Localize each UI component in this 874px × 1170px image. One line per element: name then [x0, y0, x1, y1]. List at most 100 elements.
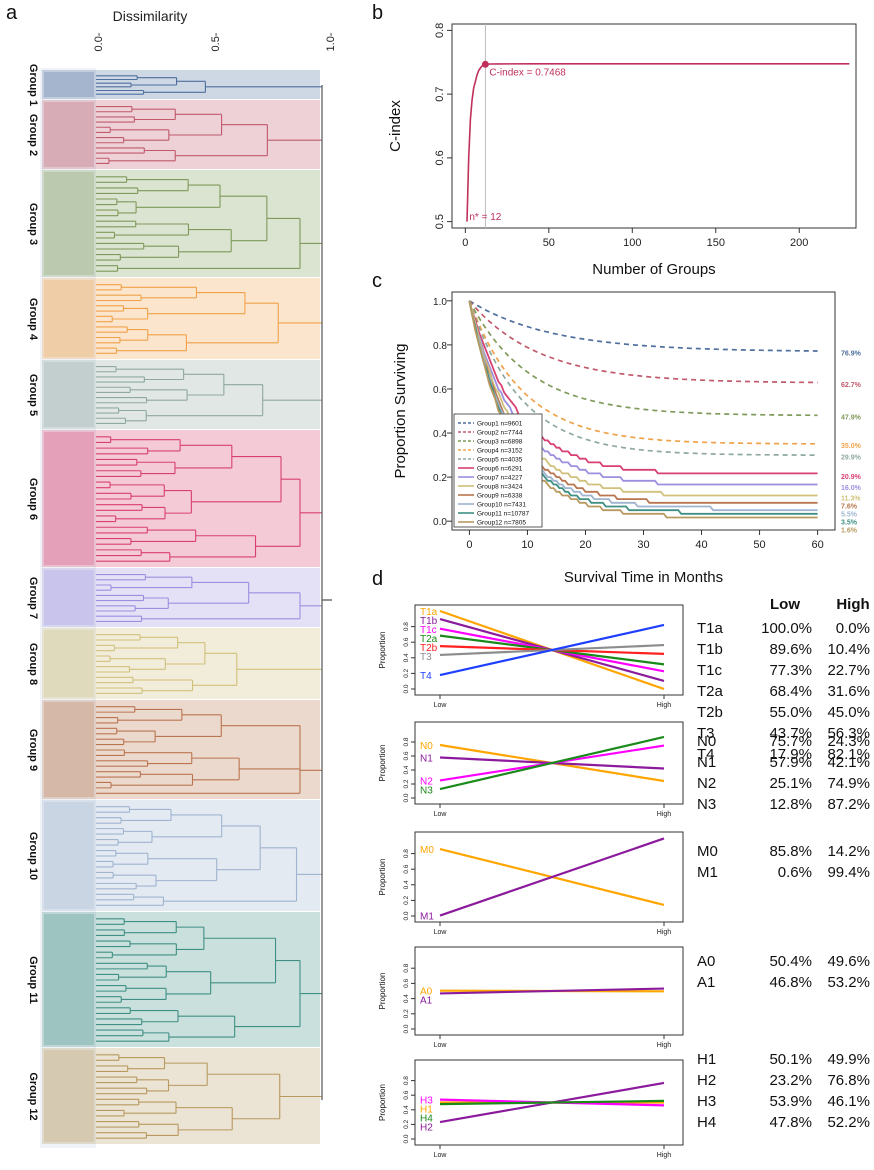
- x-axis-title: Number of Groups: [592, 261, 715, 278]
- table-cell-low: 57.9%: [769, 754, 812, 771]
- y-tick-label: 0.4: [403, 1105, 410, 1114]
- dissimilarity-axis-title: Dissimilarity: [113, 8, 188, 24]
- table-cell-low: 85.8%: [769, 843, 812, 860]
- series-label: A1: [420, 996, 433, 1007]
- group-label: Group 5: [27, 374, 39, 416]
- dendrogram-branches: [96, 1054, 322, 1139]
- survival-curve: [468, 300, 818, 417]
- table-cell-high: 14.2%: [827, 843, 870, 860]
- panel-c-letter: c: [372, 270, 382, 292]
- dendrogram-panel: Dissimilarity 0.0- 0.5- 1.0- Group 1 Group 2 G…: [27, 8, 337, 1148]
- x-tick-label-low: Low: [434, 702, 448, 709]
- table-cell-low: 68.4%: [769, 683, 812, 700]
- table-cell-low: 23.2%: [769, 1072, 812, 1089]
- group-label: Group 1: [27, 64, 39, 106]
- table-cell-low: 25.1%: [769, 775, 812, 792]
- y-tick-label: 0.4: [403, 765, 410, 774]
- proportion-line: [439, 1099, 665, 1106]
- x-tick-label: 10: [521, 539, 533, 551]
- y-tick-label: 0.8: [403, 737, 410, 746]
- x-tick-label: 50: [543, 237, 555, 249]
- x-tick-label-high: High: [657, 811, 672, 818]
- x-tick-label-high: High: [657, 929, 672, 936]
- survival-chart: 0 10 20 30 40 50 60 0.0 0.2 0.4 0.6 0.8 1.0 Survival …: [392, 291, 862, 586]
- x-tick-label: 60: [811, 539, 823, 551]
- survival-curve: [468, 300, 818, 445]
- table-row-factor: H4: [697, 1114, 716, 1131]
- group-label: Group 6: [27, 478, 39, 520]
- end-survival-label: 16.0%: [841, 485, 862, 492]
- x-tick-label: 100: [623, 237, 641, 249]
- table-cell-low: 77.3%: [769, 662, 812, 679]
- x-tick-label-high: High: [657, 702, 672, 709]
- survival-curve: [468, 300, 818, 384]
- series-label: N3: [420, 785, 433, 796]
- end-survival-label: 35.0%: [841, 443, 862, 450]
- table-row-factor: M0: [697, 843, 718, 860]
- x-axis-title: Survival Time in Months: [564, 569, 723, 586]
- table-cell-low: 17.9%: [769, 746, 812, 763]
- dendrogram-branches: [96, 436, 322, 562]
- series-label: T2a: [420, 634, 438, 645]
- y-tick-label: 0.8: [403, 963, 410, 972]
- table-row-factor: A0: [697, 953, 715, 970]
- optimal-point: [481, 60, 489, 68]
- legend-entry: Group6 n=6291: [477, 466, 523, 473]
- y-tick-label: 0.6: [403, 864, 410, 873]
- leaf-labels: [44, 102, 94, 167]
- series-label: H2: [420, 1123, 433, 1134]
- series-label: T3: [420, 652, 432, 663]
- dissimilarity-tick-label: 0.5-: [210, 32, 222, 51]
- x-tick-label-high: High: [657, 1042, 672, 1049]
- y-axis-title: Proportion: [378, 632, 387, 669]
- y-axis-title: Proportion: [378, 973, 387, 1010]
- table-cell-low: 47.8%: [769, 1114, 812, 1131]
- table-cell-low: 55.0%: [769, 704, 812, 721]
- group-label: Group 8: [27, 643, 39, 685]
- y-tick-label: 0.0: [433, 517, 447, 528]
- series-label: M1: [420, 912, 434, 923]
- dendrogram-branches: [96, 806, 322, 906]
- y-tick-label: 0.6: [403, 979, 410, 988]
- series-label: H1: [420, 1105, 433, 1116]
- table-cell-high: 31.6%: [827, 683, 870, 700]
- subplot-frame: [414, 831, 684, 923]
- x-tick-label: 30: [637, 539, 649, 551]
- legend-entry: Group3 n=6898: [477, 439, 523, 446]
- dissimilarity-tick-label: 0.0-: [93, 32, 105, 51]
- table-cell-low: 46.8%: [769, 974, 812, 991]
- legend-box: [453, 413, 543, 528]
- series-label: T2b: [420, 643, 438, 654]
- table-cell-low: 0.6%: [778, 864, 812, 881]
- proportion-line: [439, 987, 665, 995]
- x-tick-label: 150: [707, 237, 725, 249]
- end-survival-label: 20.9%: [841, 474, 862, 481]
- legend-entry: Group9 n=6338: [477, 493, 523, 500]
- table-row-factor: T2b: [697, 704, 723, 721]
- y-tick-label: 0.6: [403, 751, 410, 760]
- group-shade: [42, 278, 320, 359]
- table-cell-high: 0.0%: [836, 620, 870, 637]
- table-cell-high: 46.1%: [827, 1093, 870, 1110]
- y-tick-label: 0.4: [403, 880, 410, 889]
- y-tick-label: 0.5: [434, 214, 446, 229]
- leaf-labels: [44, 72, 94, 97]
- legend-entry: Group2 n=7744: [477, 430, 523, 437]
- leaf-labels: [44, 570, 94, 625]
- leaf-labels: [44, 362, 94, 427]
- x-tick-label: 0: [466, 539, 472, 551]
- end-survival-label: 76.9%: [841, 351, 862, 358]
- legend-entry: Group4 n=3152: [477, 448, 523, 455]
- table-row-factor: A1: [697, 974, 715, 991]
- table-row-factor: H3: [697, 1093, 716, 1110]
- subplot-frame: [414, 1059, 684, 1146]
- group-shade: [42, 912, 320, 1047]
- y-tick-label: 0.0: [403, 1134, 410, 1143]
- series-label: N1: [420, 753, 433, 764]
- group-shade: [42, 568, 320, 627]
- group-label: Group 4: [27, 298, 39, 341]
- y-tick-label: 0.8: [433, 341, 447, 352]
- table-cell-low: 100.0%: [761, 620, 812, 637]
- legend-entry: Group12 n=7805: [477, 520, 526, 527]
- table-cell-high: 52.2%: [827, 1114, 870, 1131]
